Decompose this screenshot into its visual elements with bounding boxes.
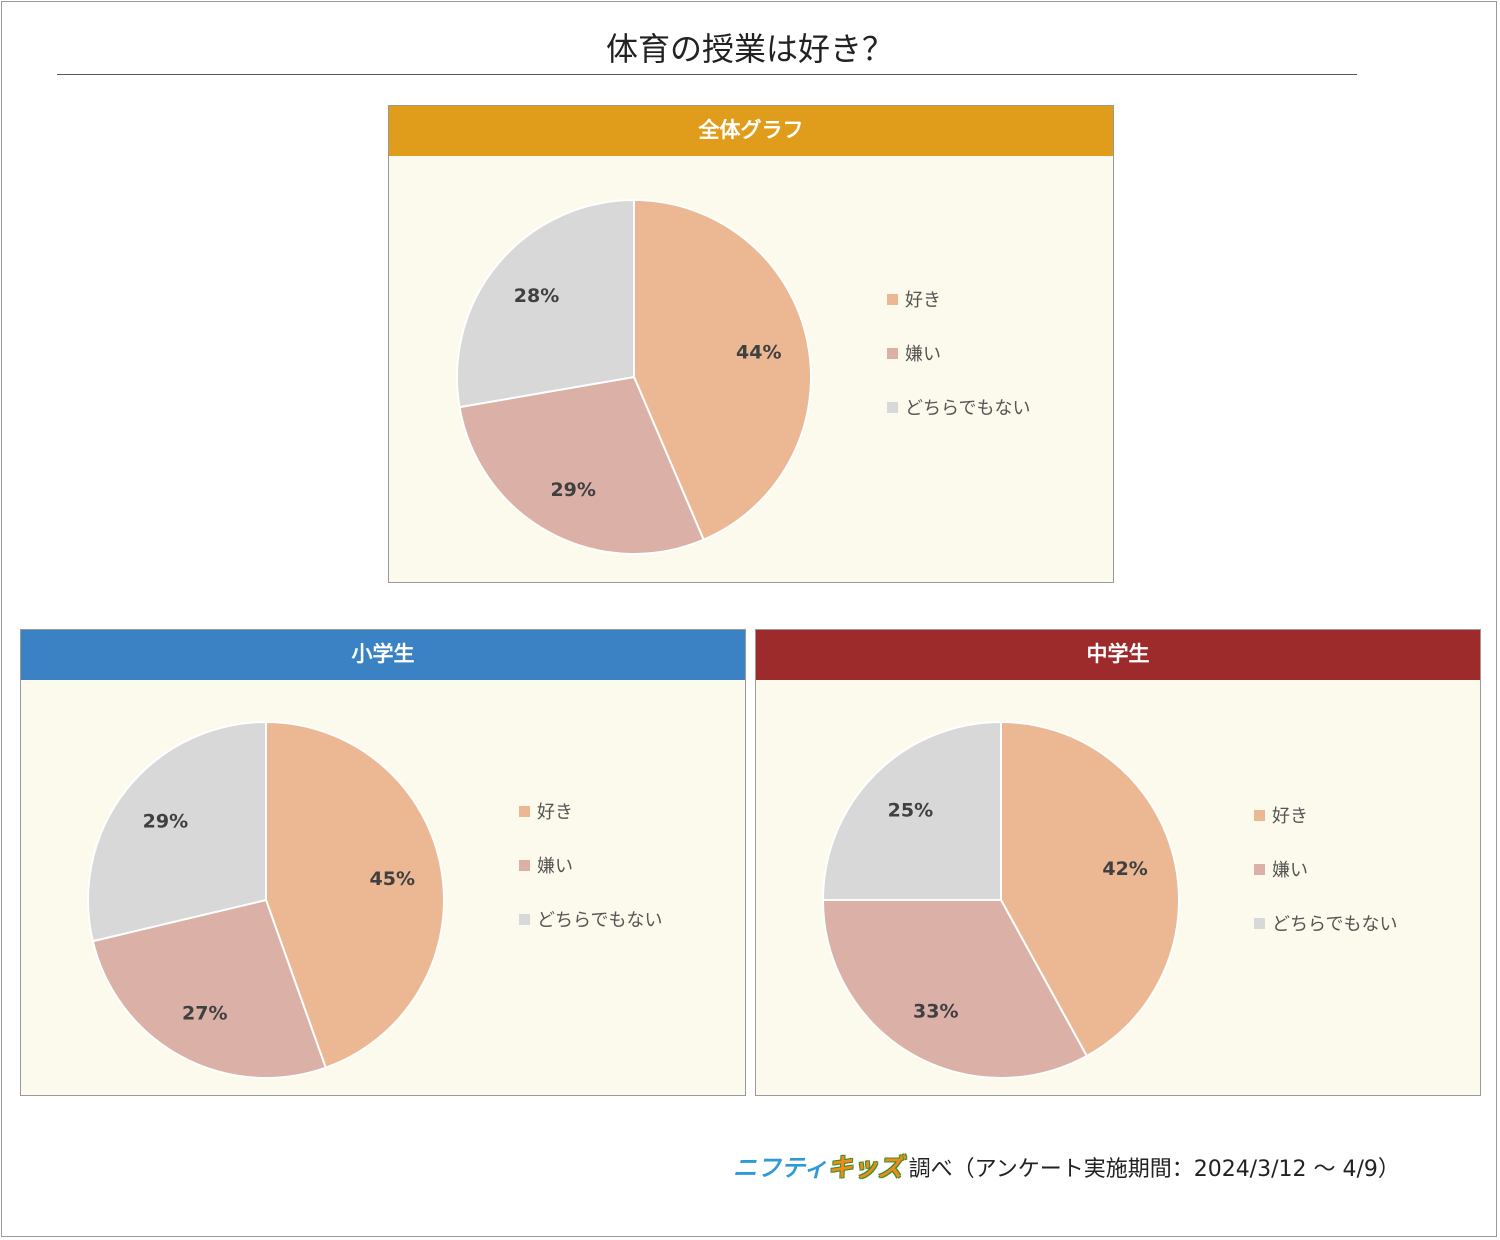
pie-data-label-neither: 25% [888,799,933,821]
pie-slice-neither [456,198,635,409]
page-title: 体育の授業は好き？ [605,30,894,68]
pie-slice-like [633,198,812,542]
chart-panel-junior-high: 中学生 42% 33% 25% 好き嫌いどちらでもない [755,629,1481,1096]
pie-slice-dislike [821,899,1089,1079]
chart-panel-overall: 全体グラフ 44% 29% 28% 好き嫌いどちらでもない [388,105,1114,583]
pie-chart-junior-high: 42% 33% 25% [821,720,1180,1079]
legend-label-dislike: 嫌い [1272,860,1308,881]
legend-swatch-neither [1254,918,1265,929]
legend-label-like: 好き [905,290,941,311]
pie-data-label-neither: 28% [514,285,559,307]
panel-header-junior-high: 中学生 [756,630,1480,680]
legend-swatch-like [887,294,898,305]
pie-data-label-like: 44% [736,341,781,363]
chart-panel-elementary: 小学生 45% 27% 29% 好き嫌いどちらでもない [20,629,746,1096]
pie-data-label-like: 42% [1102,858,1147,880]
survey-period-note: 調べ（アンケート実施期間：2024/3/12 ～ 4/9） [908,1157,1400,1182]
pie-data-label-dislike: 29% [550,479,595,501]
legend-swatch-like [519,806,530,817]
pie-data-label-like: 45% [370,868,415,890]
legend-swatch-dislike [519,860,530,871]
pie-slice-neither [87,720,267,943]
pie-chart-elementary: 45% 27% 29% [87,720,445,1079]
brand-logo-text-2: キッズ [827,1153,903,1182]
pie-slice-like [1000,720,1180,1058]
legend-swatch-neither [887,402,898,413]
legend-swatch-like [1254,810,1265,821]
legend-label-like: 好き [1272,806,1308,827]
title-underline [57,74,1357,75]
pie-slice-like [265,720,445,1069]
legend-swatch-dislike [1254,864,1265,875]
legend-label-neither: どちらでもない [1272,914,1398,935]
pie-slice-dislike [458,375,705,555]
source-footer: ニフティキッズ 調べ（アンケート実施期間：2024/3/12 ～ 4/9） [733,1148,1400,1182]
pie-data-label-dislike: 27% [182,1003,227,1025]
pie-data-label-neither: 29% [143,811,188,833]
brand-logo-text-1: ニフティ [733,1154,828,1182]
legend-label-dislike: 嫌い [905,344,941,365]
legend-label-neither: どちらでもない [905,398,1031,419]
legend-label-like: 好き [537,802,573,823]
legend-swatch-dislike [887,348,898,359]
panel-header-overall: 全体グラフ [389,106,1113,156]
pie-chart-overall: 44% 29% 28% [456,198,812,555]
pie-slice-neither [821,720,1002,901]
legend-label-neither: どちらでもない [537,910,663,931]
legend-label-dislike: 嫌い [537,856,573,877]
panel-header-elementary: 小学生 [21,630,745,680]
pie-data-label-dislike: 33% [913,1000,958,1022]
legend-swatch-neither [519,914,530,925]
pie-slice-dislike [91,898,327,1079]
